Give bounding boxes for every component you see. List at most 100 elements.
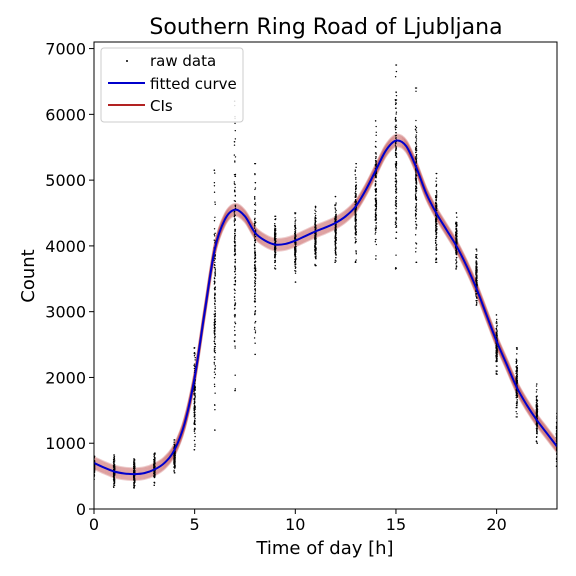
raw-data-point [315,255,317,258]
raw-data-point [315,252,317,254]
raw-data-point [495,365,498,367]
raw-data-point [214,292,216,294]
raw-data-point [435,217,437,219]
raw-data-point [274,215,277,217]
raw-data-point [154,466,156,469]
raw-data-point [515,347,518,349]
raw-data-point [515,416,517,418]
raw-data-point [234,249,236,251]
raw-data-point [214,392,216,394]
raw-data-point [496,318,498,321]
raw-data-point [334,261,336,264]
raw-data-layer [94,64,557,489]
raw-data-point [234,334,236,336]
raw-data-point [395,164,397,167]
raw-data-point [133,477,135,479]
raw-data-point [234,292,236,295]
raw-data-point [113,462,115,464]
raw-data-point [415,226,417,229]
raw-data-point [515,361,518,363]
raw-data-point [254,256,256,259]
raw-data-point [314,212,316,215]
raw-data-point [214,306,216,308]
raw-data-point [334,224,337,226]
raw-data-point [496,345,498,348]
raw-data-point [455,212,458,214]
raw-data-point [375,243,377,246]
raw-data-point [193,394,195,396]
raw-data-point [234,207,237,210]
raw-data-point [455,261,458,264]
y-tick-label: 7000 [45,40,86,59]
raw-data-point [334,247,337,250]
raw-data-point [395,190,397,192]
raw-data-point [234,315,236,318]
raw-data-point [213,228,216,230]
raw-data-point [475,269,477,272]
raw-data-point [274,268,277,270]
raw-data-point [395,184,397,186]
raw-data-point [213,340,215,343]
raw-data-point [314,228,317,231]
raw-data-point [395,185,397,188]
x-tick-label: 0 [89,515,99,534]
raw-data-point [435,209,438,211]
raw-data-point [254,274,257,276]
raw-data-point [234,253,237,256]
raw-data-point [476,303,478,305]
raw-data-point [315,254,317,256]
raw-data-point [193,393,195,395]
raw-data-point [395,187,398,189]
raw-data-point [274,234,276,236]
raw-data-point [234,276,236,278]
raw-data-point [214,327,217,329]
y-tick-label: 5000 [45,171,86,190]
raw-data-point [436,204,438,206]
raw-data-point [254,188,256,191]
raw-data-point [374,233,376,235]
raw-data-point [354,260,357,263]
raw-data-point [133,471,135,473]
raw-data-point [294,265,296,267]
raw-data-point [415,217,417,219]
raw-data-point [134,479,136,482]
raw-data-point [213,331,215,333]
raw-data-point [515,358,518,360]
raw-data-point [174,452,176,455]
raw-data-point [536,436,538,438]
raw-data-point [455,224,458,226]
raw-data-point [153,463,156,465]
raw-data-point [234,258,237,261]
raw-data-point [334,236,336,238]
raw-data-point [515,366,518,369]
raw-data-point [435,185,437,188]
raw-data-point [334,252,337,254]
raw-data-point [374,209,377,212]
raw-data-point [395,188,397,191]
raw-data-point [455,266,458,268]
raw-data-point [193,408,195,410]
raw-data-point [173,460,175,462]
raw-data-point [133,470,136,472]
raw-data-point [455,263,457,265]
raw-data-point [213,383,216,385]
raw-data-point [173,472,176,474]
raw-data-point [113,481,116,484]
raw-data-point [254,267,256,270]
raw-data-point [536,424,538,426]
raw-data-point [415,171,417,173]
raw-data-point [495,350,498,352]
x-tick-label: 5 [190,515,200,534]
raw-data-point [475,293,478,295]
raw-data-point [234,138,237,140]
raw-data-point [173,470,175,472]
raw-data-point [516,391,518,394]
x-tick-label: 15 [386,515,406,534]
raw-data-point [414,148,417,150]
raw-data-point [375,231,377,234]
raw-data-point [214,333,216,335]
raw-data-point [194,422,196,424]
raw-data-point [354,192,357,195]
raw-data-point [335,257,337,259]
raw-data-point [233,200,236,202]
